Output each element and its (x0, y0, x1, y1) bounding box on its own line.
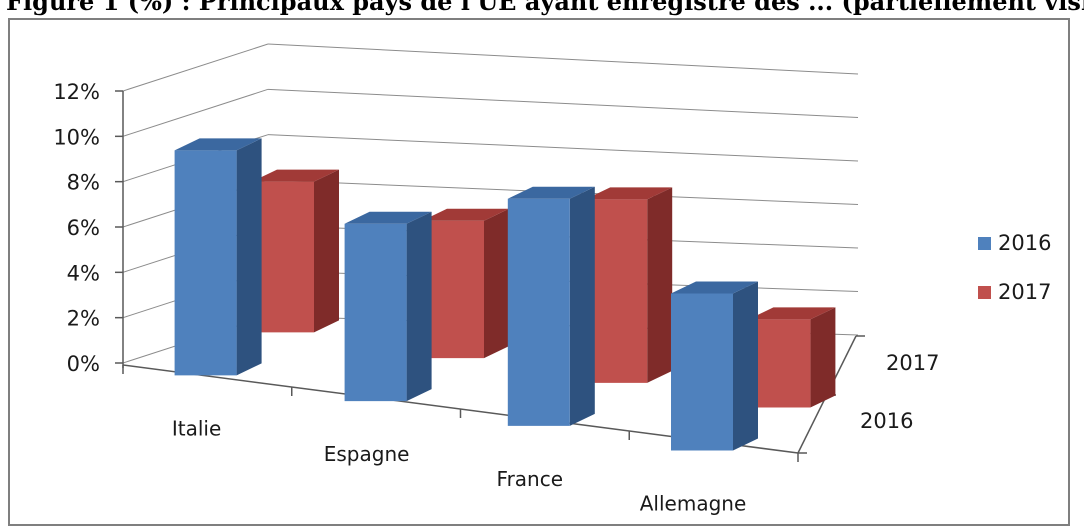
bar-side-face (569, 186, 595, 426)
bar-2016-allemagne (671, 281, 758, 451)
bar-side-face (810, 307, 836, 408)
y-tick-label: 2% (67, 307, 100, 331)
legend: 2016 2017 (978, 231, 1051, 304)
bar-front-face (252, 181, 314, 333)
gridline-back-10 (267, 88, 859, 118)
y-tick-label: 6% (67, 216, 100, 240)
bar-2017-espagne (422, 208, 509, 359)
y-tick-label: 4% (67, 261, 100, 285)
bar-top-face (422, 208, 509, 221)
bar-top-face (174, 138, 262, 151)
gridline-back-8 (267, 134, 859, 162)
bar-2017-france (585, 187, 673, 383)
x-axis-category-labels: Italie Espagne France Allemagne (172, 416, 746, 515)
y-axis-tick-labels: 0% 2% 4% 6% 8% 10% 12% (53, 80, 100, 376)
bar-top-face (748, 307, 836, 320)
bar-top-face (507, 186, 595, 199)
depth-label: 2016 (860, 409, 913, 433)
bar-2016-italie (174, 138, 262, 376)
bar-front-face (748, 319, 811, 408)
legend-label-2016: 2016 (998, 231, 1051, 255)
bar-side-face (733, 281, 758, 451)
gridline-side-12 (122, 43, 269, 92)
bar-side-face (236, 138, 262, 376)
depth-axis-labels: 2016 2017 (860, 351, 939, 433)
y-tick-label: 10% (53, 125, 100, 149)
bar-2017-italie (252, 169, 339, 333)
bar-front-face (507, 198, 570, 426)
bar-side-face (314, 169, 339, 333)
category-label: Espagne (324, 442, 410, 466)
bar-top-face (671, 281, 758, 294)
legend-label-2017: 2017 (998, 280, 1051, 304)
bar-top-face (252, 169, 339, 182)
bar-front-face (344, 223, 407, 402)
category-label: France (497, 467, 564, 491)
y-tick-label: 12% (53, 80, 100, 104)
bar-front-face (174, 150, 237, 376)
category-label: Allemagne (640, 492, 747, 516)
bar-2016-espagne (344, 211, 432, 402)
bar-top-face (585, 187, 673, 200)
bar-2017-allemagne (748, 307, 836, 408)
bar-2016-france (507, 186, 595, 426)
bar-side-face (406, 211, 432, 402)
chart-title: Figure 1 (%) : Principaux pays de l'UE a… (6, 0, 1084, 16)
legend-swatch-2016 (978, 237, 991, 250)
bars (174, 138, 836, 451)
bar-front-face (585, 199, 648, 383)
bar-side-face (647, 187, 673, 383)
bar-top-face (344, 211, 432, 224)
y-tick-label: 8% (67, 171, 100, 195)
category-label: Italie (172, 416, 221, 440)
y-tick-label: 0% (67, 352, 100, 376)
legend-swatch-2017 (978, 286, 991, 299)
gridline-side-10 (122, 88, 269, 137)
bar-front-face (422, 220, 484, 359)
bar-side-face (484, 208, 509, 359)
bar-front-face (671, 293, 733, 451)
depth-label: 2017 (886, 351, 939, 375)
gridline-back-12 (267, 43, 859, 75)
